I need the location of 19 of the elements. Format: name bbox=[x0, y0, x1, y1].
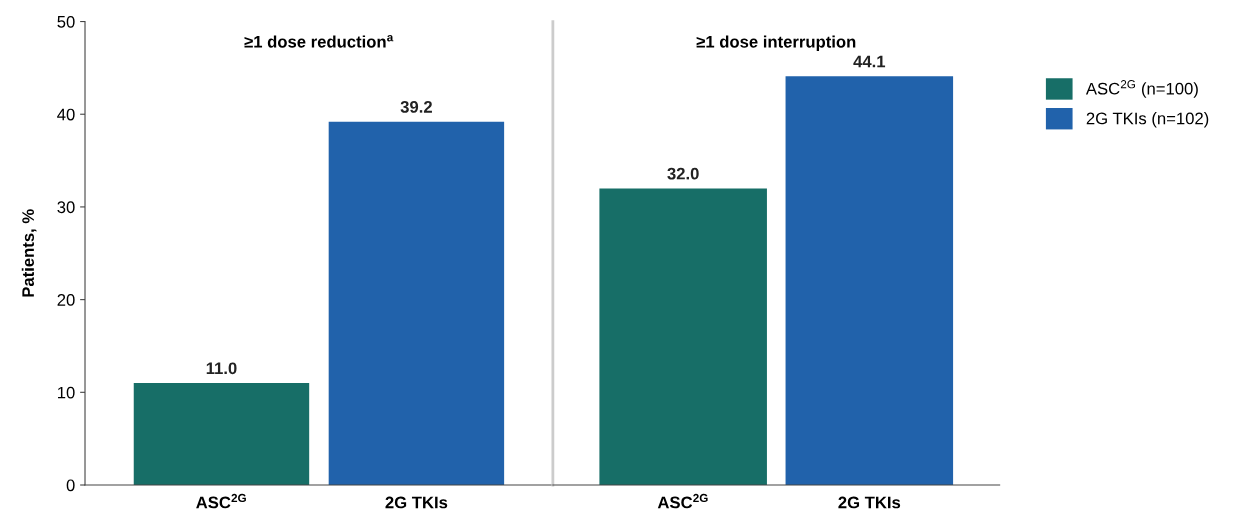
y-tick-label: 0 bbox=[66, 479, 75, 492]
text: ≥1 dose interruption bbox=[696, 35, 856, 51]
y-tick-label: 30 bbox=[57, 201, 75, 214]
x-tick-label: 2G TKIs bbox=[838, 496, 901, 509]
y-tick-label: 40 bbox=[57, 108, 75, 121]
y-axis-title: Patients, % bbox=[21, 209, 37, 297]
data-label: 44.1 bbox=[853, 55, 886, 68]
data-label: 11.0 bbox=[206, 362, 237, 375]
y-tick-label: 20 bbox=[57, 294, 75, 306]
legend-label: ASC$^{2G}$ (n=100) bbox=[1085, 80, 1198, 98]
y-tick-label: 50 bbox=[57, 15, 75, 28]
y-tick-label: 10 bbox=[58, 386, 75, 399]
x-tick-label: ASC$^{2G}$ bbox=[657, 493, 708, 509]
legend-label: 2G TKIs (n=102) bbox=[1086, 112, 1209, 128]
x-tick-label: ASC$^{2G}$ bbox=[196, 493, 246, 509]
text: ≥1 dose reduction$^{a}$ bbox=[244, 35, 394, 48]
data-label: 39.2 bbox=[400, 101, 432, 113]
data-label: 32.0 bbox=[667, 167, 699, 180]
x-tick-label: 2G TKIs bbox=[385, 496, 448, 509]
